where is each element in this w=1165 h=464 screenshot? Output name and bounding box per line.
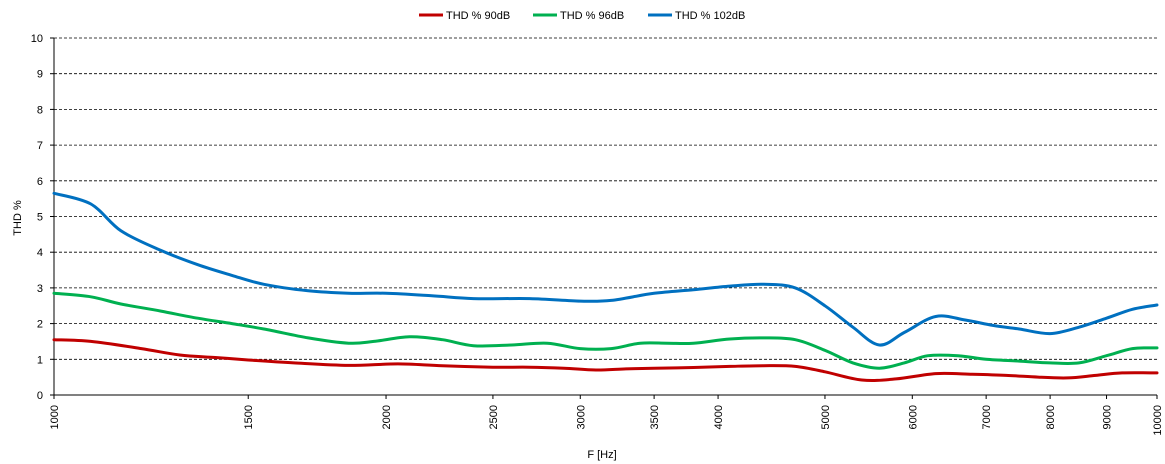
series-line-2	[52, 291, 1159, 370]
legend-label-3: THD % 102dB	[675, 10, 745, 22]
x-tick-label: 10000	[1152, 405, 1164, 436]
y-tick-label: 10	[31, 33, 43, 45]
x-tick-label: 2500	[488, 405, 500, 429]
y-tick-label: 5	[37, 212, 43, 224]
series-line-3	[52, 191, 1159, 347]
gridlines	[54, 37, 1157, 360]
legend-label-1: THD % 90dB	[446, 10, 510, 22]
x-tick-label: 2000	[381, 405, 393, 429]
x-tick-label: 9000	[1102, 405, 1114, 429]
x-tick-label: 1500	[243, 405, 255, 429]
x-tick-label: 4000	[713, 405, 725, 429]
legend: THD % 90dB THD % 96dB THD % 102dB	[419, 10, 745, 22]
x-tick-label: 3500	[649, 405, 661, 429]
x-axis-title: F [Hz]	[587, 449, 616, 461]
x-tick-labels: 1000 1500 2000 2500 3000 3500 4000 5000 6000 7000…	[49, 405, 1164, 436]
x-tick-label: 3000	[575, 405, 587, 429]
x-tick-label: 5000	[820, 405, 832, 429]
x-tick-label: 1000	[49, 405, 61, 429]
y-tick-label: 8	[37, 104, 43, 116]
series-line-1	[52, 338, 1159, 382]
x-tick-label: 6000	[907, 405, 919, 429]
y-tick-label: 1	[37, 354, 43, 366]
y-tick-label: 9	[37, 69, 43, 81]
y-tick-label: 2	[37, 319, 43, 331]
y-tick-label: 0	[37, 390, 43, 402]
y-tick-label: 4	[37, 247, 43, 259]
y-axis-title: THD %	[12, 200, 24, 236]
x-tick-label: 8000	[1045, 405, 1057, 429]
y-tick-label: 3	[37, 283, 43, 295]
axes	[50, 37, 1158, 399]
legend-label-2: THD % 96dB	[560, 10, 624, 22]
y-tick-labels: 0 1 2 3 4 5 6 7 8 9 10	[31, 33, 43, 402]
y-tick-label: 6	[37, 176, 43, 188]
y-tick-label: 7	[37, 140, 43, 152]
x-tick-label: 7000	[981, 405, 993, 429]
series-group	[52, 191, 1159, 382]
